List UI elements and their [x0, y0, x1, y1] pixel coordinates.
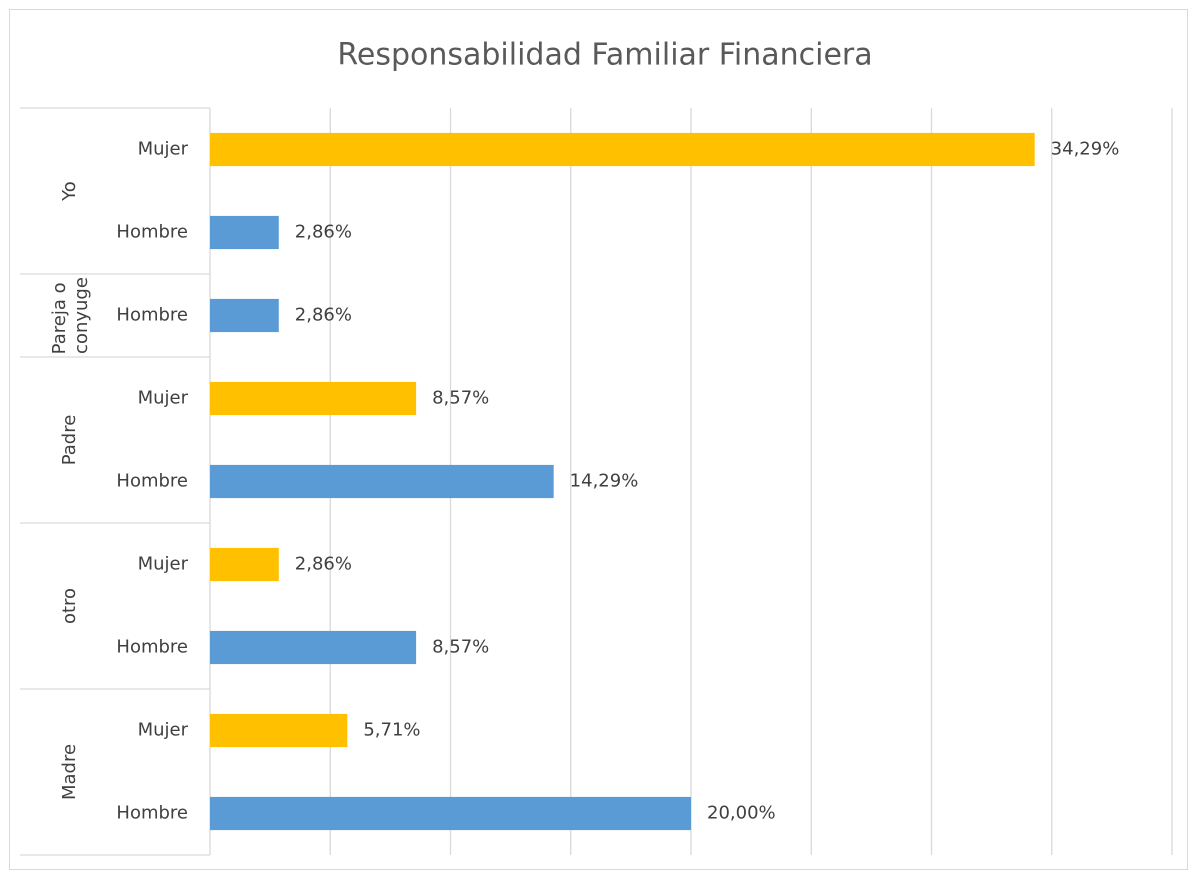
chart-title: Responsabilidad Familiar Financiera [337, 38, 872, 73]
value-label: 34,29% [1051, 139, 1120, 160]
bar [210, 464, 554, 499]
value-label: 2,86% [295, 222, 352, 243]
bar [210, 381, 417, 416]
category-label: Mujer [138, 139, 189, 160]
category-label: Mujer [138, 388, 189, 409]
value-label: 8,57% [432, 637, 489, 658]
group-label-line: conyuge [71, 277, 92, 354]
value-label: 8,57% [432, 388, 489, 409]
value-label: 2,86% [295, 554, 352, 575]
category-label: Hombre [116, 803, 188, 824]
bar [210, 796, 691, 831]
group-label: Madre [59, 744, 80, 800]
group-label: Yo [59, 181, 80, 202]
value-label: 5,71% [363, 720, 420, 741]
category-label: Mujer [138, 554, 189, 575]
group-label: otro [59, 588, 80, 624]
group-label: Pareja o conyuge [49, 277, 92, 355]
value-label: 20,00% [707, 803, 776, 824]
bar [210, 215, 279, 250]
value-label: 2,86% [295, 305, 352, 326]
category-label: Hombre [116, 222, 188, 243]
category-label: Mujer [138, 720, 189, 741]
bar [210, 547, 279, 582]
value-label: 14,29% [570, 471, 639, 492]
bar [210, 132, 1035, 167]
bar [210, 713, 348, 748]
bar [210, 630, 417, 665]
group-label: Padre [59, 415, 80, 466]
category-label: Hombre [116, 637, 188, 658]
category-label: Hombre [116, 471, 188, 492]
category-label: Hombre [116, 305, 188, 326]
group-label-line: Pareja o [49, 277, 70, 355]
bar [210, 298, 279, 333]
